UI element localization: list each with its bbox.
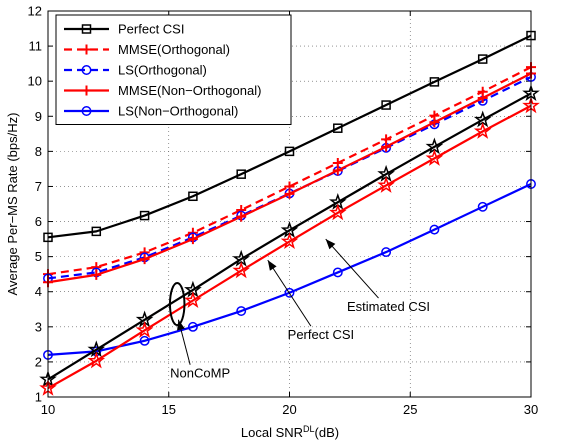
legend-label: LS(Orthogonal): [118, 63, 207, 78]
data-point: [236, 169, 246, 179]
data-point: [284, 188, 295, 199]
data-point: [187, 321, 198, 332]
y-tick-label: 7: [35, 179, 42, 194]
data-point: [91, 269, 102, 280]
annotation-label: Perfect CSI: [288, 327, 354, 342]
data-point: [477, 93, 488, 104]
series-line: [47, 75, 532, 280]
data-point: [280, 232, 299, 250]
x-tick-label: 20: [282, 402, 296, 417]
highlight-ellipse: [168, 281, 186, 327]
y-tick-label: 4: [35, 284, 42, 299]
series-2: [43, 62, 536, 280]
annotation-label: Estimated CSI: [347, 299, 430, 314]
series-1: [43, 30, 536, 243]
data-point: [139, 254, 150, 265]
y-tick-label: 6: [35, 214, 42, 229]
data-point: [139, 335, 150, 346]
x-axis-label-sup: DL: [303, 424, 315, 434]
series-line: [47, 66, 532, 276]
data-point: [236, 211, 247, 222]
data-point: [332, 267, 343, 278]
data-point: [429, 224, 440, 235]
legend-marker: [81, 85, 92, 96]
x-axis-label: Local SNRDL(dB): [241, 424, 339, 440]
series-line: [47, 104, 532, 390]
data-point: [236, 306, 247, 316]
data-point: [425, 149, 444, 166]
y-tick-label: 8: [35, 144, 42, 159]
plot-frame: [47, 10, 532, 398]
legend-label: MMSE(Non−Orthogonal): [118, 83, 261, 98]
y-tick-label: 2: [35, 354, 42, 369]
legend-marker: [81, 44, 92, 55]
legend-label: MMSE(Orthogonal): [118, 42, 230, 57]
annotation-arrow-line: [267, 259, 312, 327]
series-group: [39, 30, 540, 396]
data-point: [284, 287, 295, 298]
data-point: [381, 141, 392, 152]
y-tick-label: 11: [29, 39, 43, 54]
data-point: [184, 291, 202, 309]
data-point: [187, 234, 198, 245]
legend-label: Perfect CSI: [118, 22, 184, 37]
y-axis-label: Average Per−MS Rate (bps/Hz): [5, 113, 20, 296]
series-4: [43, 68, 536, 288]
legend-marker: [81, 106, 92, 116]
data-point: [232, 261, 251, 279]
y-tick-label: 9: [35, 109, 42, 124]
annotation-arrow-head: [177, 319, 185, 331]
legend-entry: MMSE(Orthogonal): [64, 42, 230, 57]
data-point: [284, 146, 295, 157]
legend-label: LS(Non−Orthogonal): [118, 104, 238, 119]
annotation-arrow-head: [325, 239, 336, 250]
legend-marker: [81, 65, 92, 75]
data-point: [377, 176, 395, 193]
x-tick-label: 15: [162, 402, 176, 417]
legend-entry: LS(Non−Orthogonal): [64, 104, 238, 119]
x-axis-label-unit: (dB): [315, 425, 340, 440]
series-line: [47, 92, 532, 381]
data-point: [87, 351, 106, 369]
legend: Perfect CSI MMSE(Orthogonal) LS(Orthogonal…: [55, 14, 292, 125]
y-tick-label: 12: [28, 4, 42, 19]
data-point: [473, 122, 492, 139]
data-point: [381, 247, 392, 258]
data-point: [91, 226, 102, 237]
data-point: [328, 203, 347, 221]
data-point: [188, 191, 198, 202]
data-point: [332, 165, 343, 176]
legend-marker: [81, 24, 92, 34]
y-tick-label: 3: [35, 319, 42, 334]
data-point: [333, 123, 343, 133]
data-point: [135, 321, 154, 338]
x-tick-label: 30: [524, 402, 538, 417]
annotations: Perfect CSI Estimated CSI NonCoMP: [168, 238, 430, 381]
annotation-label: NonCoMP: [170, 366, 230, 381]
series-line: [47, 34, 532, 239]
annotation-arrow-head: [267, 260, 277, 271]
data-point: [429, 77, 440, 87]
legend-entry: Perfect CSI: [64, 22, 184, 37]
data-point: [429, 117, 440, 128]
data-point: [381, 100, 391, 110]
y-tick-label: 10: [28, 74, 42, 89]
data-point: [477, 54, 488, 64]
data-point: [139, 210, 150, 221]
x-tick-label: 25: [403, 402, 417, 417]
x-axis-label-main: Local SNR: [241, 425, 303, 440]
annotation-arrow-line: [325, 238, 379, 299]
legend-entry: LS(Orthogonal): [64, 63, 207, 78]
y-tick-label: 1: [35, 390, 42, 405]
legend-entry: MMSE(Non−Orthogonal): [64, 83, 261, 98]
data-point: [477, 201, 488, 212]
y-tick-label: 5: [35, 249, 42, 264]
x-tick-label: 10: [41, 402, 55, 417]
